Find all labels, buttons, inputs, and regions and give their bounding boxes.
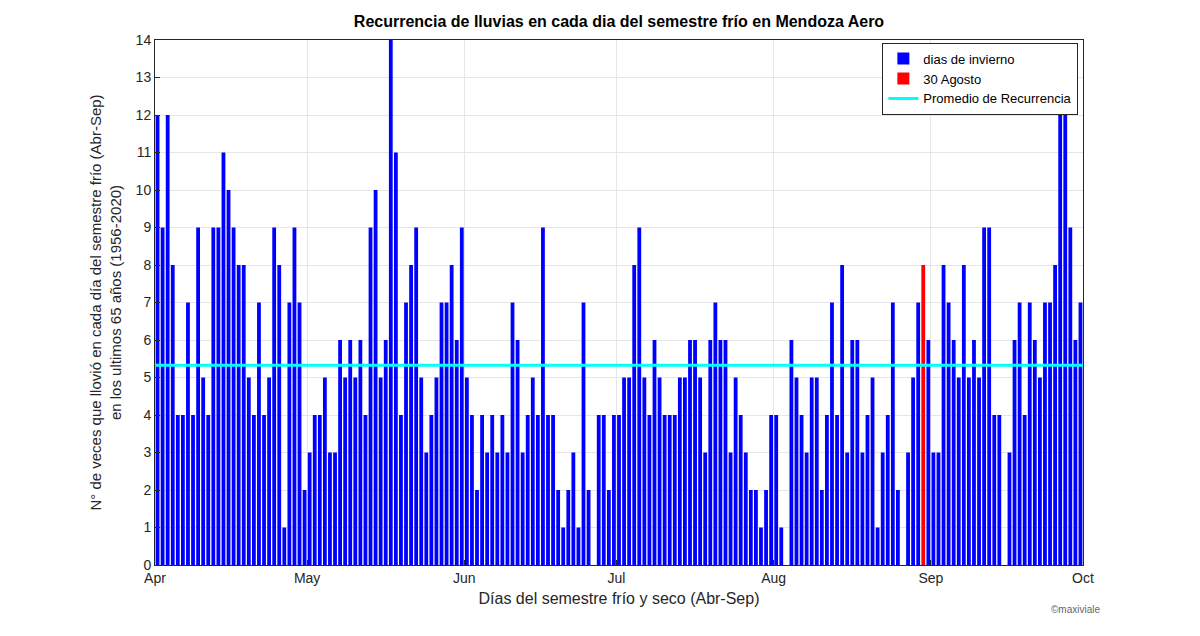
svg-text:May: May [294,570,320,586]
svg-text:Sep: Sep [918,570,943,586]
svg-text:N° de veces que llovió en cada: N° de veces que llovió en cada día del s… [87,94,124,510]
svg-text:9: 9 [143,219,151,235]
svg-text:dias de invierno: dias de invierno [923,52,1014,67]
svg-text:Oct: Oct [1072,570,1094,586]
svg-text:13: 13 [136,69,152,85]
svg-text:Jul: Jul [608,570,626,586]
svg-text:2: 2 [143,482,151,498]
svg-text:12: 12 [136,107,152,123]
svg-text:30 Agosto: 30 Agosto [923,72,981,87]
svg-text:Recurrencia de lluvias en cada: Recurrencia de lluvias en cada dia del s… [354,13,884,30]
svg-text:©maxiviale: ©maxiviale [1051,604,1100,615]
svg-text:4: 4 [143,407,151,423]
svg-text:8: 8 [143,257,151,273]
svg-text:Promedio de Recurrencia: Promedio de Recurrencia [923,91,1071,106]
svg-text:Jun: Jun [453,570,476,586]
svg-text:5: 5 [143,369,151,385]
svg-text:6: 6 [143,332,151,348]
svg-text:Aug: Aug [761,570,786,586]
svg-text:14: 14 [136,32,152,48]
svg-text:10: 10 [136,182,152,198]
svg-text:7: 7 [143,294,151,310]
svg-text:0: 0 [143,557,151,573]
svg-text:Apr: Apr [144,570,166,586]
svg-text:3: 3 [143,444,151,460]
svg-text:1: 1 [143,519,151,535]
svg-text:11: 11 [137,144,152,160]
svg-text:Días del semestre frío y seco: Días del semestre frío y seco (Abr-Sep) [479,590,760,607]
